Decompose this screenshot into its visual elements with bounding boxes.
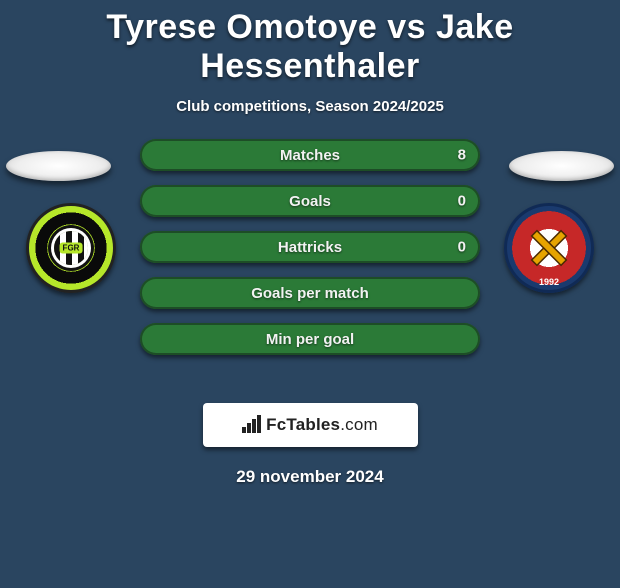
stat-pill: Goals 0 (140, 185, 480, 217)
stat-value-right: 8 (458, 147, 466, 164)
brand-name: FcTables (266, 415, 340, 434)
brand-text: FcTables.com (266, 415, 378, 435)
stat-label: Matches (280, 147, 340, 164)
subtitle: Club competitions, Season 2024/2025 (0, 98, 620, 115)
stat-pill: Matches 8 (140, 139, 480, 171)
stat-pill: Min per goal (140, 323, 480, 355)
brand-box: FcTables.com (203, 403, 418, 447)
club-crest-right-year: 1992 (539, 277, 559, 287)
stat-value-right: 0 (458, 193, 466, 210)
avatar-placeholder-right (509, 151, 614, 181)
bars-icon (242, 417, 260, 433)
page-title: Tyrese Omotoye vs Jake Hessenthaler (0, 8, 620, 86)
stat-value-right: 0 (458, 239, 466, 256)
club-crest-left: FGR (26, 203, 116, 293)
stat-pill: Goals per match (140, 277, 480, 309)
stat-pill-list: Matches 8 Goals 0 Hattricks 0 Goals per … (140, 139, 480, 369)
stat-pill: Hattricks 0 (140, 231, 480, 263)
stat-label: Goals per match (251, 285, 369, 302)
comparison-arena: FGR 1992 Matches 8 Goals 0 Hattricks 0 G… (0, 139, 620, 399)
club-crest-right: 1992 (504, 203, 594, 293)
stat-label: Hattricks (278, 239, 342, 256)
brand-domain: .com (340, 415, 378, 434)
club-crest-left-text: FGR (60, 243, 83, 254)
stat-label: Goals (289, 193, 331, 210)
stat-label: Min per goal (266, 331, 354, 348)
avatar-placeholder-left (6, 151, 111, 181)
date-text: 29 november 2024 (0, 467, 620, 487)
